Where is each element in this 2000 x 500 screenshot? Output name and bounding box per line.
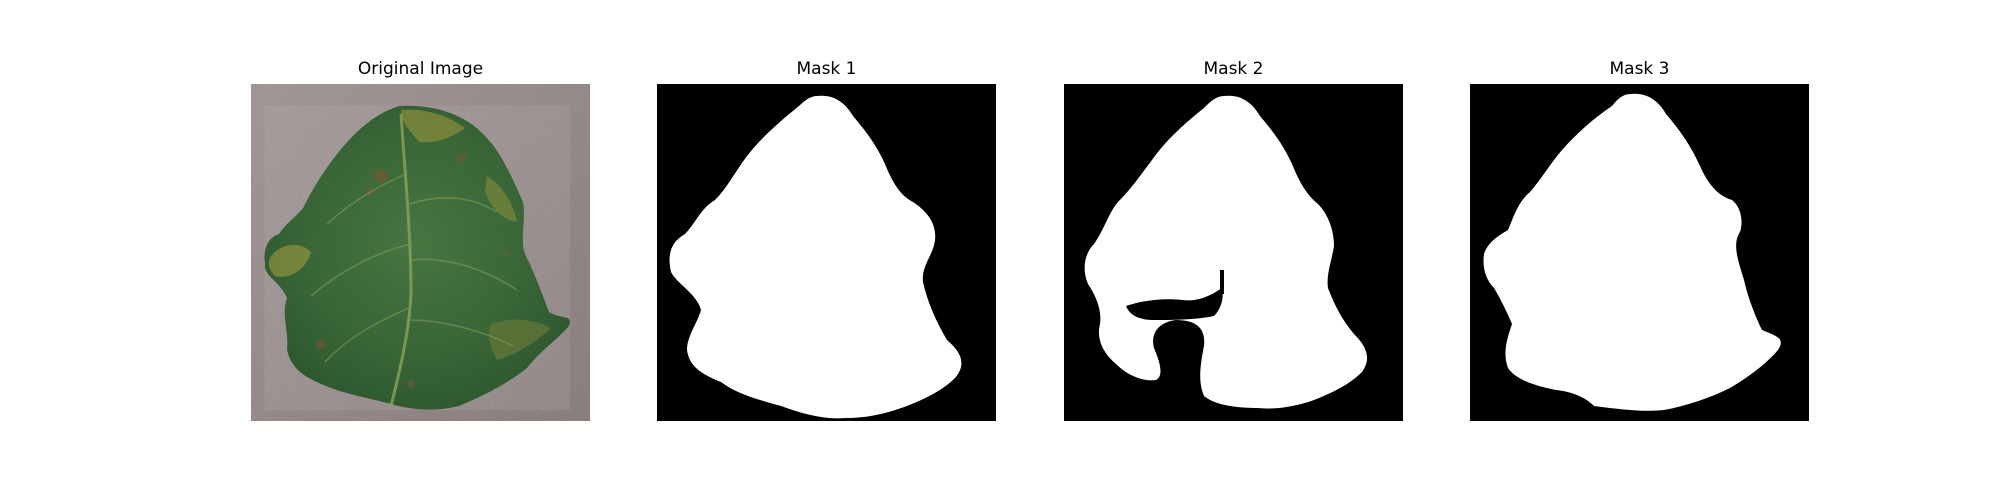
- panel-mask-3: Mask 3: [1470, 57, 1809, 421]
- panel-title: Original Image: [357, 59, 484, 79]
- panel-title: Mask 3: [1609, 59, 1670, 79]
- original-leaf-photo: [251, 84, 590, 421]
- panel-mask-1: Mask 1: [657, 57, 996, 421]
- mask-1-image: [657, 84, 996, 421]
- panel-title: Mask 2: [1203, 59, 1264, 79]
- panel-title: Mask 1: [796, 59, 857, 79]
- mask-2-image: [1064, 84, 1403, 421]
- mask-3-image: [1470, 84, 1809, 421]
- panel-mask-2: Mask 2: [1064, 57, 1403, 421]
- panel-original-image: Original Image: [251, 57, 590, 421]
